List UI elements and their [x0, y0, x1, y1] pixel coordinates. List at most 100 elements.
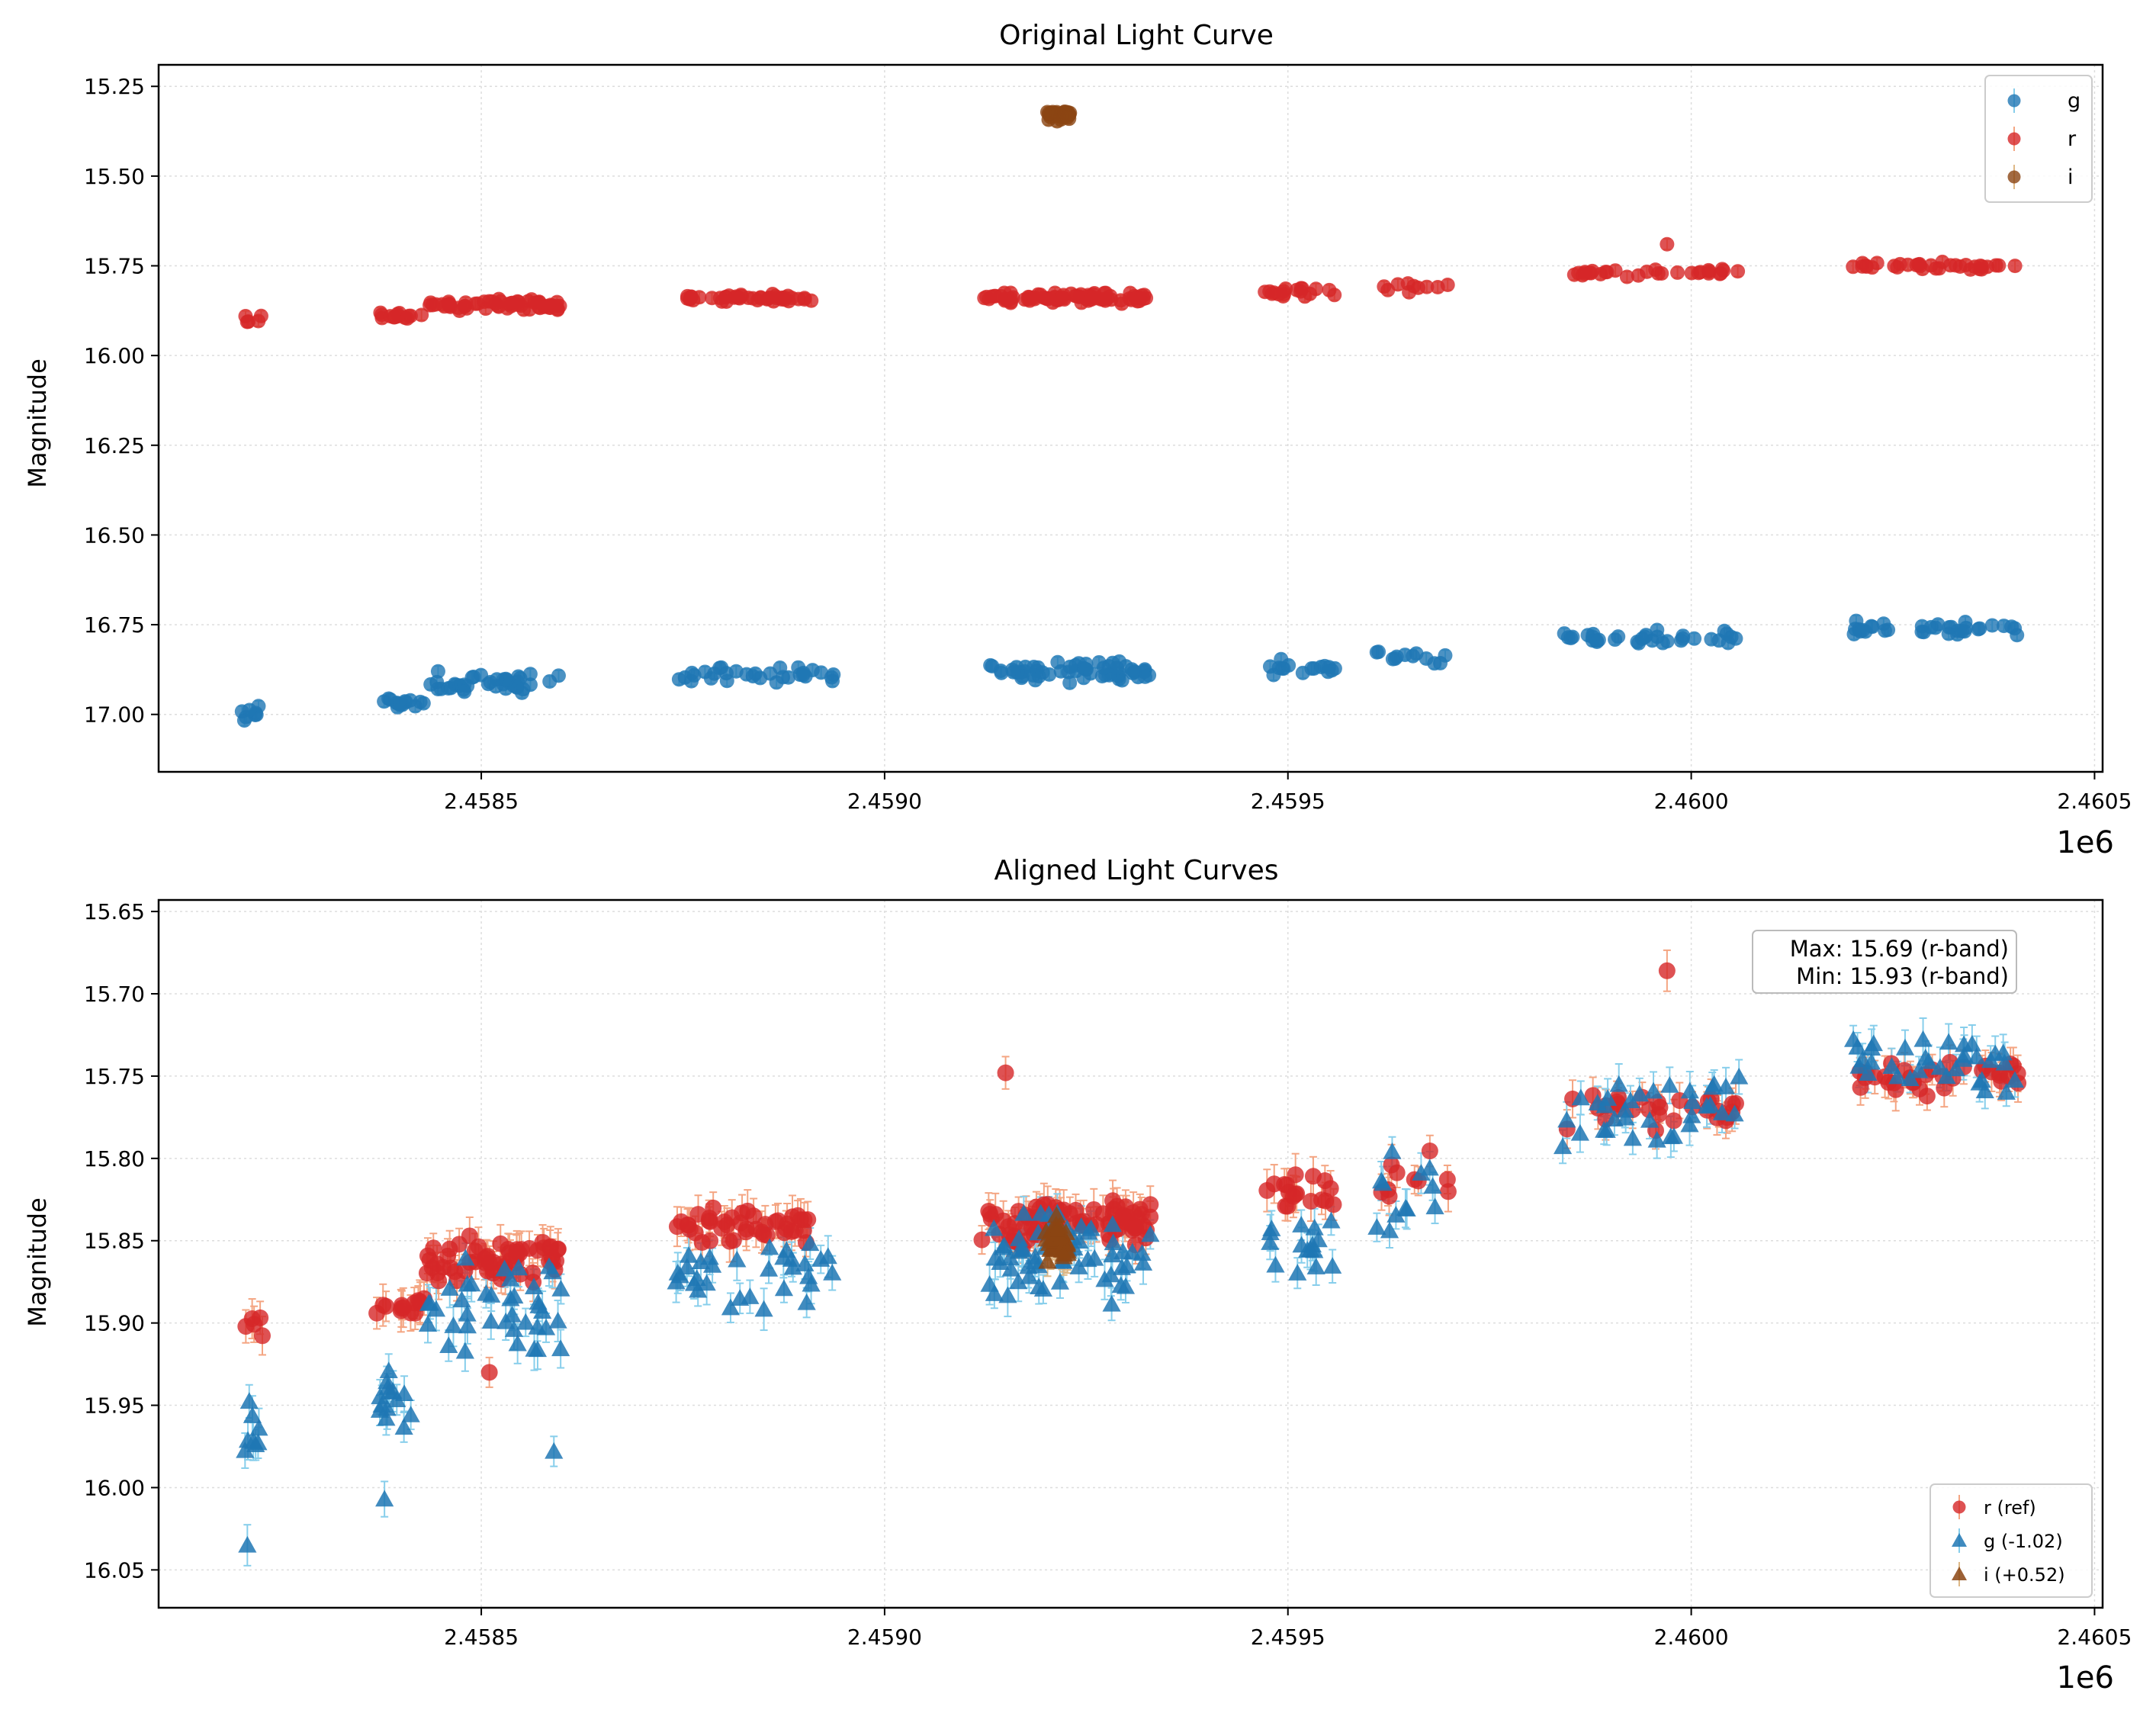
x-tick-label: 2.4585: [444, 789, 519, 814]
point-g: [524, 1278, 544, 1294]
point-g: [1019, 1257, 1038, 1274]
point-r: [1279, 1197, 1296, 1215]
point-g: [1939, 1033, 1958, 1050]
point-g: [529, 1297, 548, 1313]
point-g: [516, 1313, 535, 1330]
point-g: [700, 1248, 719, 1265]
point-g: [774, 1279, 794, 1297]
point-g: [2004, 619, 2019, 635]
point-g: [1712, 1104, 1732, 1120]
point-r: [1067, 1201, 1084, 1219]
point-g: [508, 1334, 527, 1351]
point-g: [697, 1274, 716, 1291]
point-r: [1658, 962, 1676, 979]
point-r: [470, 296, 485, 311]
point-g: [1304, 661, 1319, 677]
point-r: [1730, 264, 1746, 279]
point-r: [1714, 262, 1730, 277]
point-g: [481, 1312, 500, 1329]
point-g: [370, 1401, 390, 1418]
point-r: [732, 291, 747, 306]
point-r: [458, 295, 474, 310]
point-r: [1039, 1196, 1056, 1213]
legend-box: [1984, 75, 2093, 203]
point-g: [1423, 1177, 1442, 1194]
point-r: [1901, 257, 1916, 272]
point-g: [667, 1272, 686, 1290]
data-points: [234, 104, 2025, 728]
point-g: [1141, 1225, 1160, 1242]
point-g: [1305, 1241, 1324, 1258]
legend: gri: [1984, 75, 2093, 203]
point-g: [668, 1263, 687, 1281]
point-g: [1888, 1067, 1907, 1085]
point-r: [1665, 1112, 1682, 1130]
panel-original-light-curve: Original Light Curve Magnitude 1e6 2.458…: [23, 20, 2132, 860]
point-r: [1411, 280, 1426, 295]
point-r: [513, 298, 529, 313]
point-g: [458, 1304, 477, 1322]
point-g: [1970, 1073, 1989, 1091]
point-g: [452, 1290, 471, 1308]
point-r: [681, 1220, 699, 1238]
legend-label: i: [2068, 166, 2074, 189]
point-g: [2005, 1071, 2025, 1088]
point-r: [737, 1223, 755, 1241]
point-r: [721, 1233, 738, 1250]
grid: [159, 900, 2103, 1608]
point-g: [1553, 1137, 1573, 1155]
point-g: [1116, 1277, 1136, 1294]
point-g: [440, 1279, 459, 1296]
point-r: [715, 1213, 733, 1231]
point-g: [1031, 1204, 1050, 1221]
point-r: [977, 291, 992, 306]
point-g: [458, 1316, 477, 1334]
point-g: [1113, 1242, 1133, 1259]
point-g: [418, 1315, 438, 1332]
point-g: [1386, 1206, 1406, 1223]
point-g: [1079, 1223, 1098, 1240]
point-g: [826, 667, 841, 682]
point-g: [1660, 1075, 1679, 1093]
point-g: [1589, 634, 1605, 649]
point-r: [1973, 258, 1988, 273]
point-r: [702, 1232, 719, 1249]
point-g: [246, 1435, 265, 1453]
point-g: [239, 1392, 259, 1409]
point-g: [1387, 651, 1403, 667]
x-tick-label: 2.4600: [1654, 1625, 1729, 1650]
point-g: [455, 1342, 474, 1359]
x-tick-label: 2.4585: [444, 1625, 519, 1650]
point-g: [1605, 1110, 1624, 1126]
point-r: [1276, 1176, 1293, 1194]
point-r: [1670, 265, 1685, 280]
point-g: [985, 1249, 1005, 1266]
point-r: [1287, 1166, 1304, 1184]
point-r: [1108, 1197, 1126, 1215]
point-r: [1316, 1172, 1334, 1190]
y-tick-label: 15.25: [84, 74, 145, 99]
point-g: [1103, 1215, 1122, 1233]
point-r: [777, 290, 792, 305]
point-g: [371, 1387, 390, 1405]
point-g: [823, 1264, 842, 1281]
point-r: [1598, 265, 1613, 280]
point-g: [238, 1535, 257, 1553]
point-r: [386, 310, 401, 325]
point-r: [1278, 281, 1293, 297]
point-g: [1117, 1256, 1136, 1274]
point-g: [393, 697, 408, 712]
point-r: [980, 1203, 998, 1220]
point-g: [1323, 1257, 1342, 1274]
point-g: [1995, 1053, 2014, 1071]
point-g: [1292, 1216, 1311, 1233]
legend-marker: [1952, 1500, 1966, 1514]
point-r: [1072, 289, 1087, 304]
point-r: [1383, 1156, 1400, 1174]
legend-label: r (ref): [1984, 1497, 2036, 1519]
point-g: [1588, 1094, 1607, 1110]
y-axis-label: Magnitude: [23, 358, 52, 488]
point-r: [481, 294, 496, 309]
point-r: [784, 1208, 802, 1226]
point-g: [691, 1252, 711, 1270]
